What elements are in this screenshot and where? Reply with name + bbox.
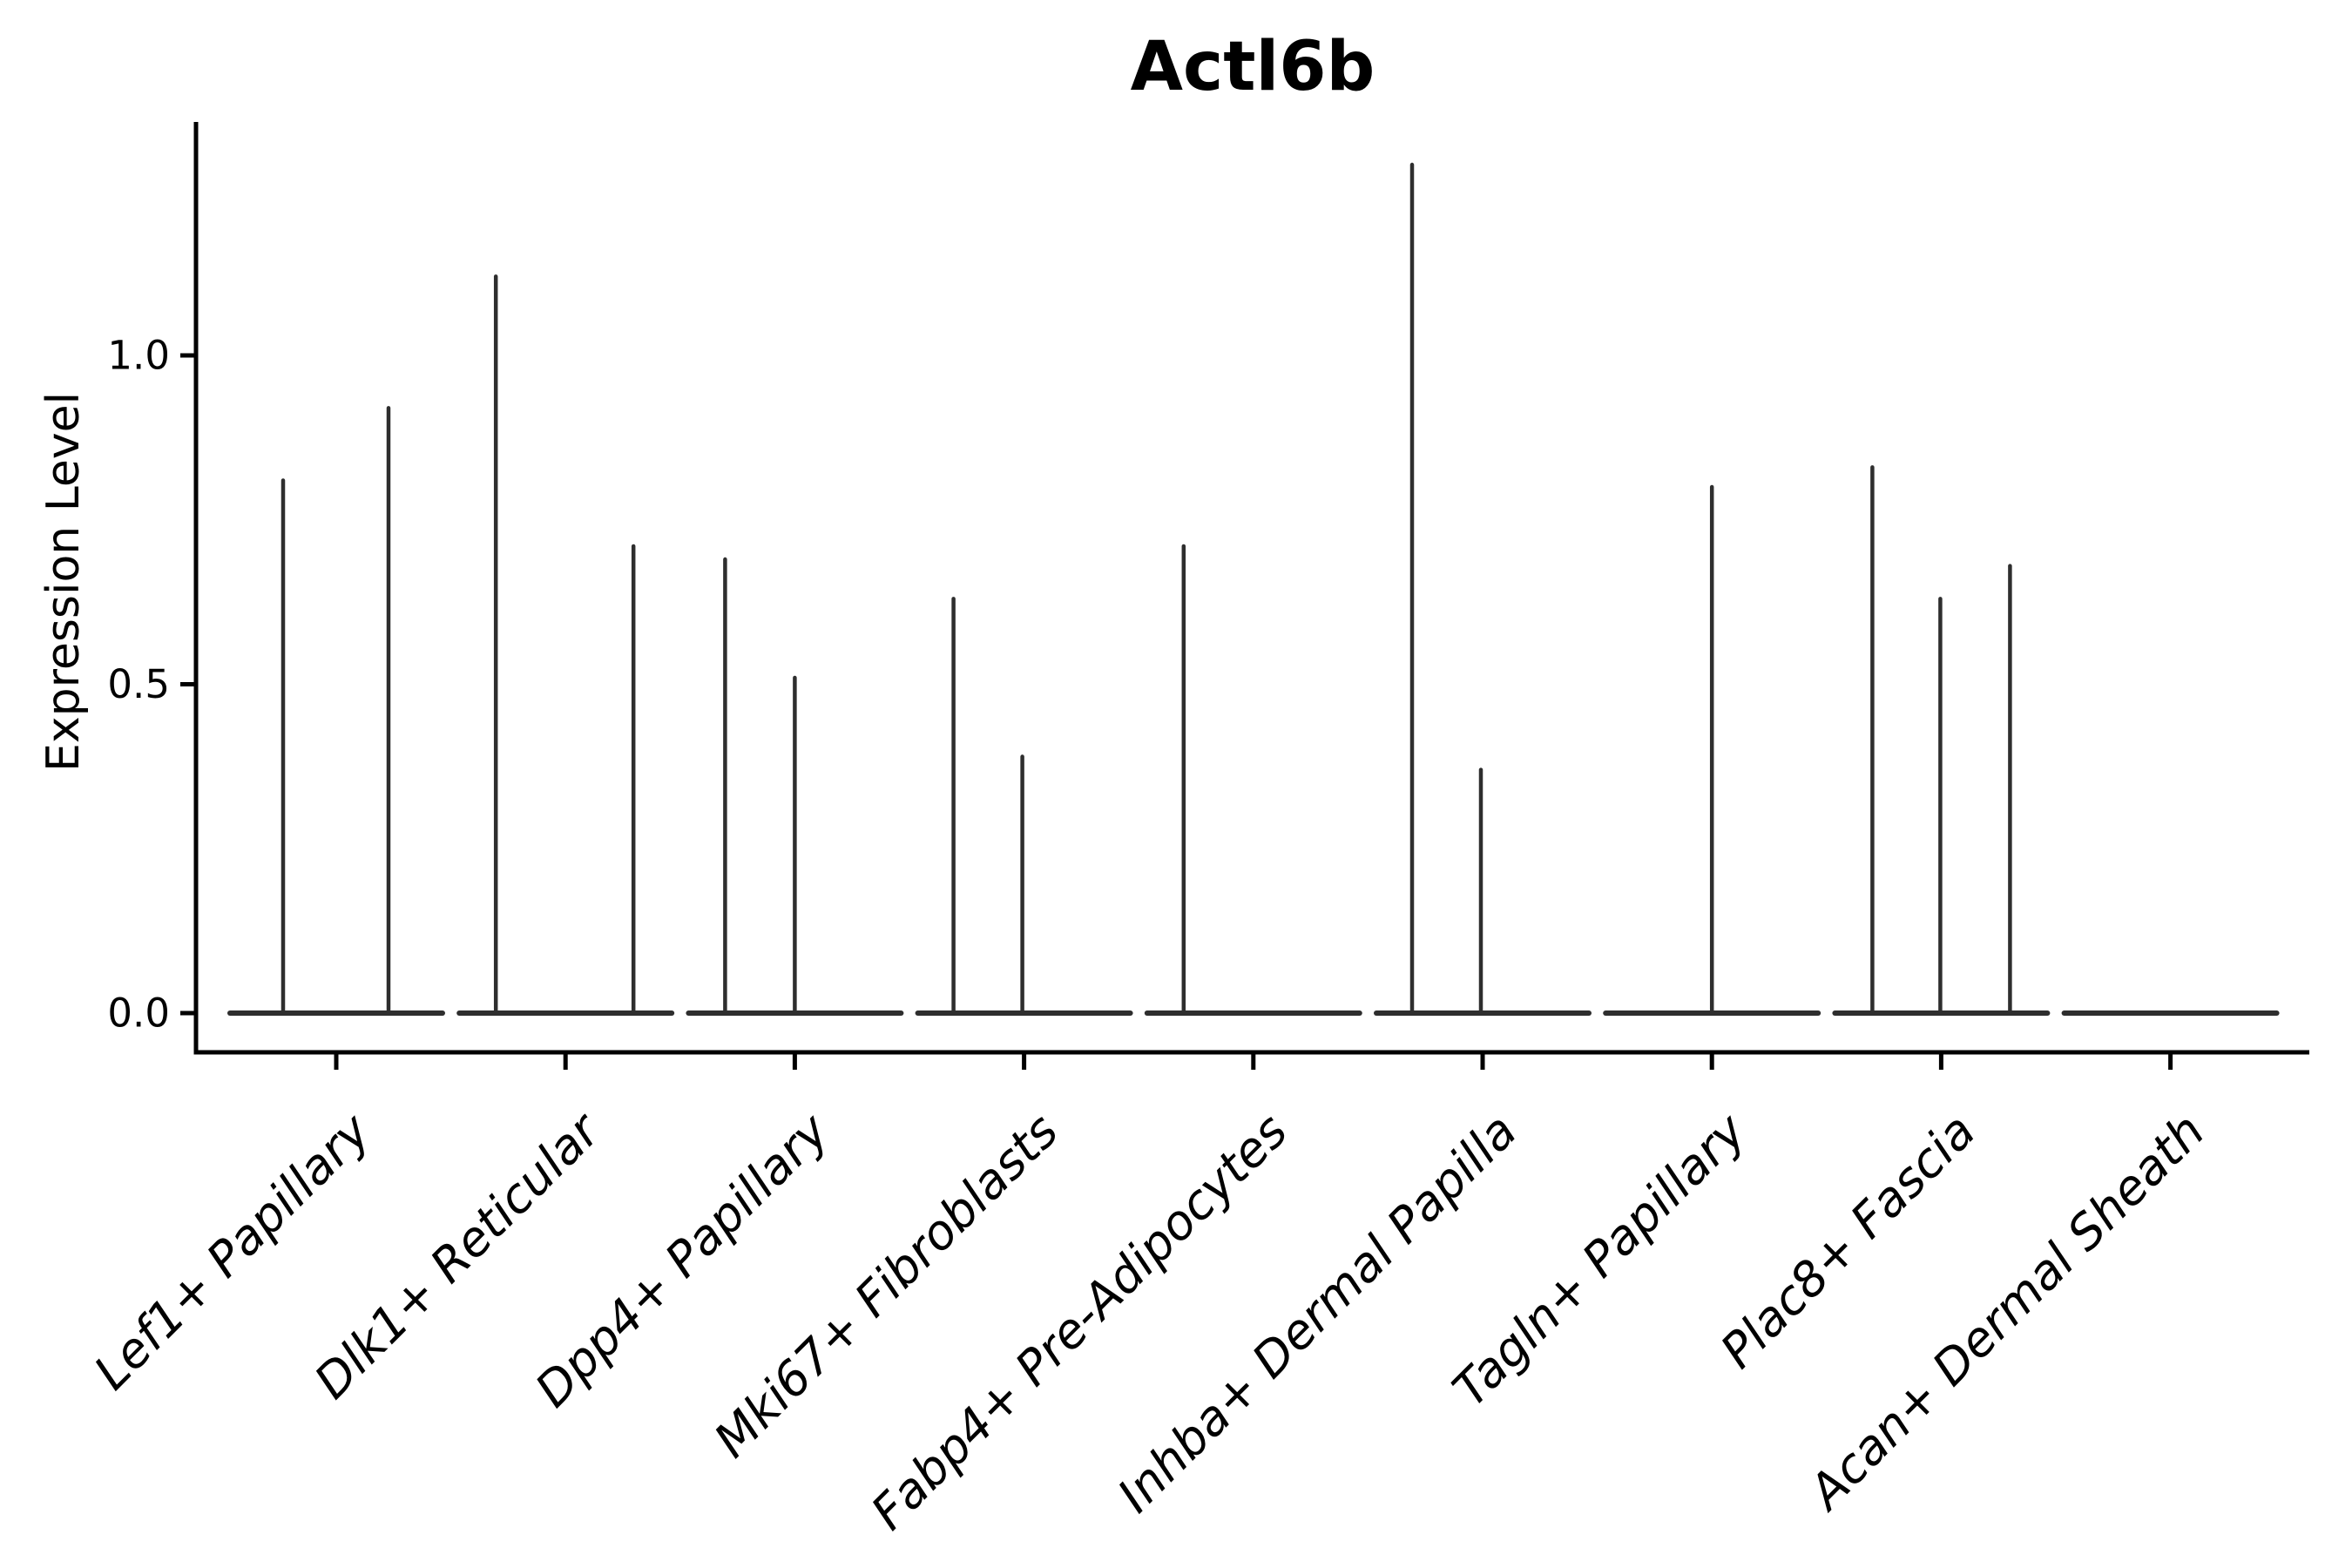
x-category-label: Acan+ Dermal Sheath: [1796, 1103, 2215, 1522]
y-tick-label: 0.0: [107, 990, 170, 1037]
y-tick-label: 1.0: [107, 333, 170, 379]
x-category-label: Fabp4+ Pre-Adipocytes: [861, 1103, 1298, 1540]
y-tick-label: 0.5: [107, 661, 170, 707]
x-category-label: Inhba+ Dermal Papilla: [1107, 1103, 1527, 1523]
y-axis-label: Expression Level: [37, 391, 90, 773]
chart-title: Actl6b: [1130, 28, 1375, 106]
